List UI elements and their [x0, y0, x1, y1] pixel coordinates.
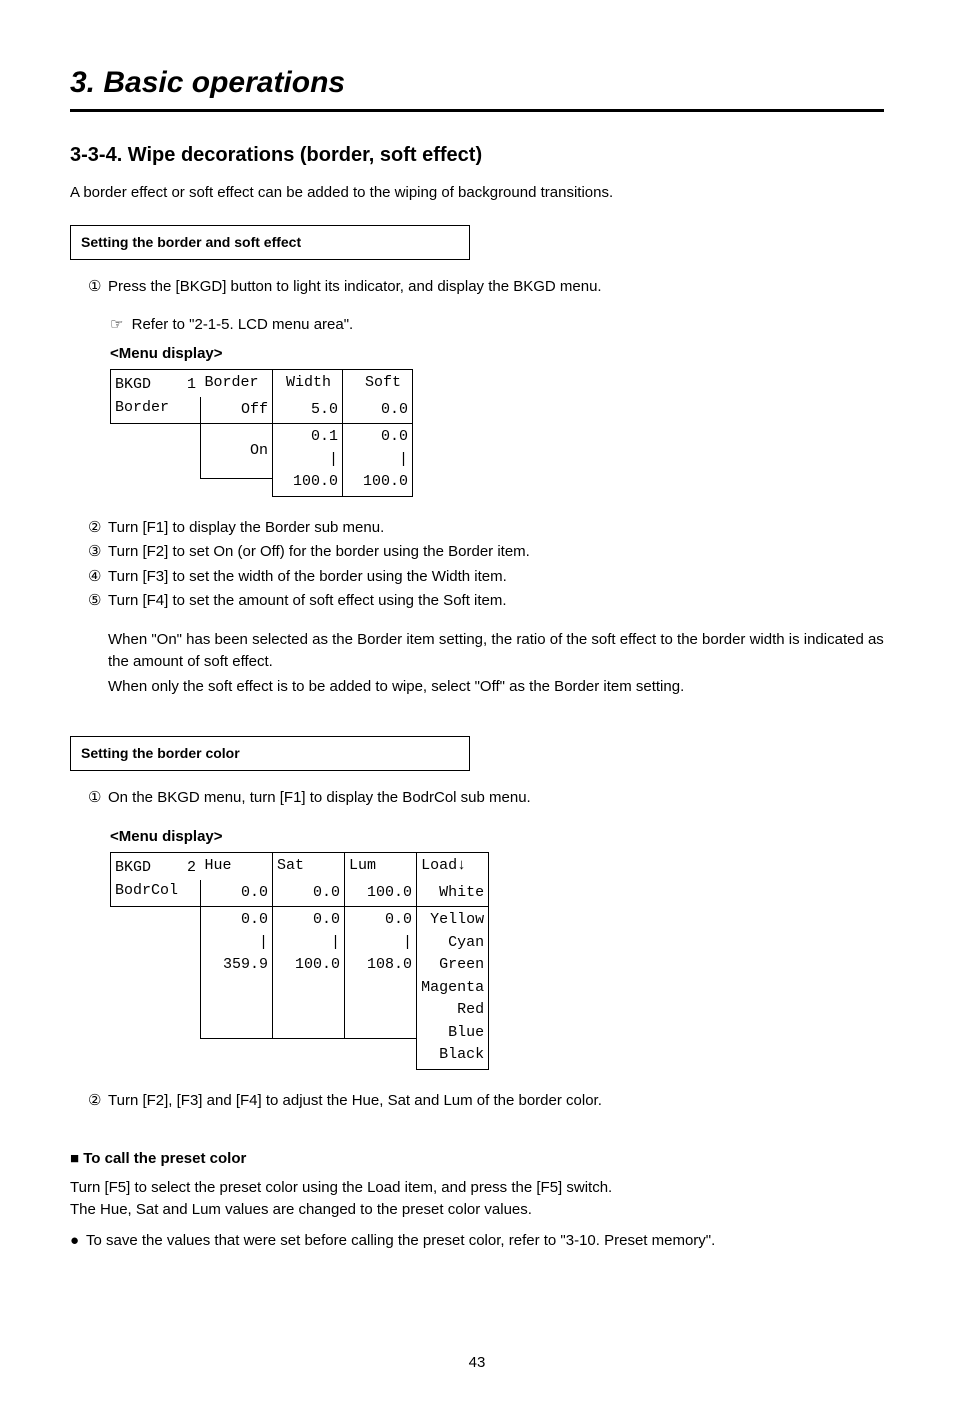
- preset-p2: The Hue, Sat and Lum values are changed …: [70, 1199, 884, 1222]
- refer-line: ☞ Refer to "2-1-5. LCD menu area".: [110, 314, 884, 337]
- menu-row: On 0.1 | 100.0 0.0 | 100.0: [111, 424, 483, 479]
- menu-cell: 0.0 | 100.0: [343, 424, 413, 497]
- menu-row: BKGD 1Border Border Width Soft: [111, 370, 483, 397]
- step-number: ③: [88, 541, 108, 564]
- menu-cell: 0.0: [343, 397, 413, 424]
- menu-cell: BKGD 2BodrCol: [111, 853, 201, 907]
- step-text: On the BKGD menu, turn [F1] to display t…: [108, 787, 884, 810]
- step-text: Turn [F4] to set the amount of soft effe…: [108, 590, 884, 613]
- menu-display-label: <Menu display>: [110, 343, 884, 366]
- step-4: ④ Turn [F3] to set the width of the bord…: [88, 566, 884, 589]
- menu-cell-empty: [111, 488, 201, 496]
- menu-cell: Load↓: [417, 853, 489, 880]
- menu-cell-empty: [111, 996, 201, 1038]
- menu-cell: Border: [201, 370, 273, 397]
- menu-cell-empty: [413, 488, 483, 496]
- pointer-icon: ☞: [110, 316, 123, 333]
- step-5: ⑤ Turn [F4] to set the amount of soft ef…: [88, 590, 884, 613]
- menu-cell-empty: [111, 424, 201, 479]
- chapter-title: 3. Basic operations: [70, 60, 884, 112]
- menu-cell: Sat: [273, 853, 345, 880]
- step-text: Turn [F1] to display the Border sub menu…: [108, 517, 884, 540]
- step-1: ① Press the [BKGD] button to light its i…: [88, 276, 884, 299]
- step-number: ①: [88, 787, 108, 810]
- menu-cell-empty: [413, 479, 483, 488]
- step-5-note-a: When "On" has been selected as the Borde…: [108, 629, 884, 674]
- menu-cell: 5.0: [273, 397, 343, 424]
- step-number: ④: [88, 566, 108, 589]
- menu-cell: 100.0: [345, 880, 417, 907]
- step-5-note-b: When only the soft effect is to be added…: [108, 676, 884, 699]
- menu-cell-empty: [201, 479, 273, 488]
- menu-row: BKGD 2BodrCol Hue Sat Lum Load↓: [111, 853, 489, 880]
- menu-cell: BKGD 1Border: [111, 370, 201, 424]
- menu-cell: Off: [201, 397, 273, 424]
- subsection-box-border-color: Setting the border color: [70, 736, 470, 771]
- step-3: ③ Turn [F2] to set On (or Off) for the b…: [88, 541, 884, 564]
- refer-text: Refer to "2-1-5. LCD menu area".: [132, 316, 354, 333]
- step-number: ①: [88, 276, 108, 299]
- preset-p1: Turn [F5] to select the preset color usi…: [70, 1177, 884, 1200]
- section-title: 3-3-4. Wipe decorations (border, soft ef…: [70, 140, 884, 170]
- menu-cell-empty: [111, 1062, 201, 1069]
- menu-cell-empty: [111, 1054, 201, 1061]
- step-2: ② Turn [F1] to display the Border sub me…: [88, 517, 884, 540]
- menu-cell: 0.0 | 100.0: [273, 907, 345, 1039]
- step-text: Press the [BKGD] button to light its ind…: [108, 276, 884, 299]
- step-text: Turn [F3] to set the width of the border…: [108, 566, 884, 589]
- menu-table-1: BKGD 1Border Border Width Soft Off 5.0 0…: [110, 369, 483, 497]
- menu-cell: Width: [273, 370, 343, 397]
- menu-cell: 0.0 | 108.0: [345, 907, 417, 1039]
- menu-display-label: <Menu display>: [110, 826, 884, 849]
- step-text: Turn [F2], [F3] and [F4] to adjust the H…: [108, 1090, 884, 1113]
- menu-cell: Yellow Cyan GreenMagenta Red Blue Black: [417, 907, 489, 1070]
- step-number: ②: [88, 1090, 108, 1113]
- preset-color-heading: ■ To call the preset color: [70, 1148, 884, 1171]
- subsection-box-border-soft: Setting the border and soft effect: [70, 225, 470, 260]
- menu-table-2: BKGD 2BodrCol Hue Sat Lum Load↓ 0.0 0.0 …: [110, 852, 489, 1070]
- page-number: 43: [70, 1352, 884, 1375]
- menu-cell: 0.0: [273, 880, 345, 907]
- step-number: ⑤: [88, 590, 108, 613]
- preset-bullet: ● To save the values that were set befor…: [70, 1230, 884, 1253]
- menu-cell: 0.0: [201, 880, 273, 907]
- step-number: ②: [88, 517, 108, 540]
- menu-cell-empty: [111, 907, 201, 955]
- menu-cell-empty: [413, 370, 483, 397]
- menu-cell: Hue: [201, 853, 273, 880]
- menu-cell-empty: [201, 488, 273, 496]
- menu-cell-empty: [413, 424, 483, 479]
- bullet-icon: ●: [70, 1230, 86, 1253]
- menu-row: 0.0 | 359.9 0.0 | 100.0 0.0 | 108.0 Yell…: [111, 907, 489, 955]
- menu-cell: Soft: [343, 370, 413, 397]
- step-text: Turn [F2] to set On (or Off) for the bor…: [108, 541, 884, 564]
- menu-cell: White: [417, 880, 489, 907]
- menu-cell-empty: [111, 1039, 201, 1047]
- menu-cell-empty: [111, 479, 201, 488]
- menu-cell: On: [201, 424, 273, 479]
- menu-cell-empty: [111, 1047, 201, 1054]
- bullet-text: To save the values that were set before …: [86, 1230, 715, 1253]
- intro-text: A border effect or soft effect can be ad…: [70, 182, 884, 205]
- menu-cell: 0.1 | 100.0: [273, 424, 343, 497]
- menu-cell: Lum: [345, 853, 417, 880]
- menu-cell-empty: [413, 397, 483, 424]
- menu-cell-empty: [111, 954, 201, 996]
- step-color-1: ① On the BKGD menu, turn [F1] to display…: [88, 787, 884, 810]
- menu-cell: 0.0 | 359.9: [201, 907, 273, 1039]
- step-color-2: ② Turn [F2], [F3] and [F4] to adjust the…: [88, 1090, 884, 1113]
